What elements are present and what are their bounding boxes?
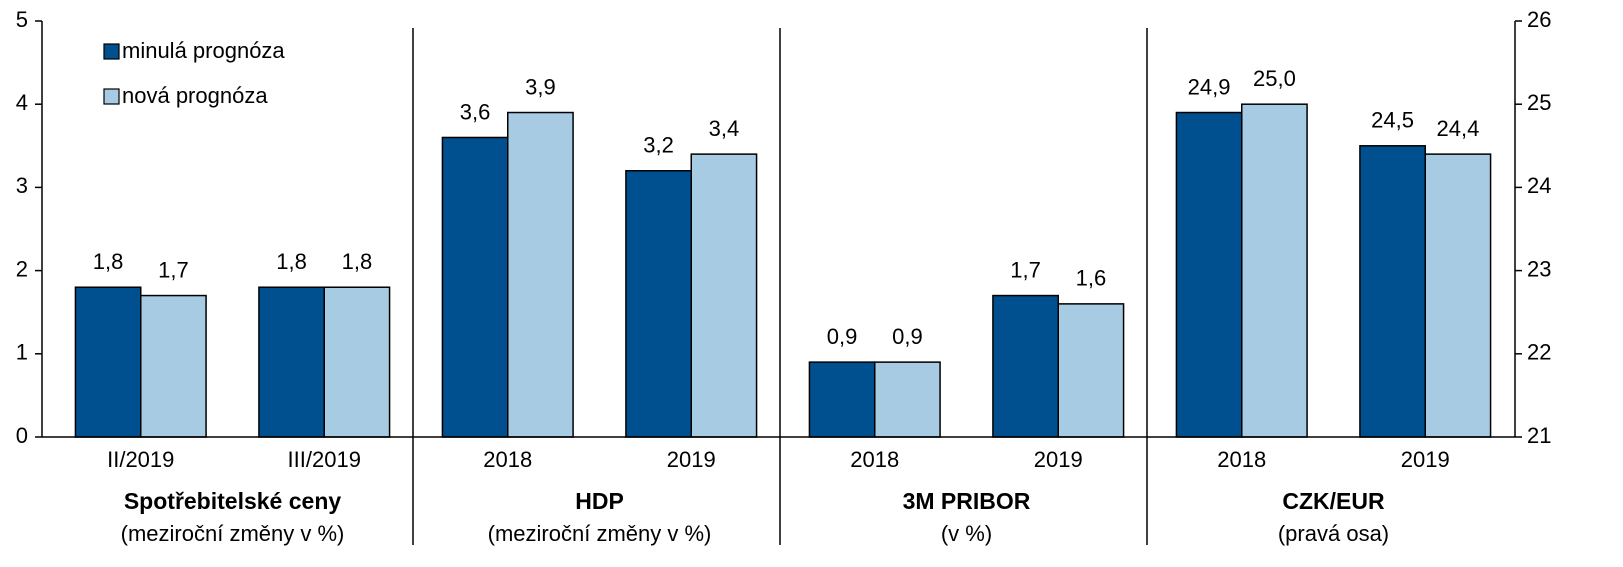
value-label: 0,9 (892, 324, 923, 349)
value-label: 1,7 (158, 257, 189, 282)
y-tick-label: 4 (16, 90, 28, 115)
bar (140, 294, 207, 438)
bar (992, 294, 1060, 438)
x-tick-label: 2018 (1217, 447, 1266, 472)
group-title: CZK/EUR (1282, 488, 1385, 514)
y2-tick-label: 23 (1527, 256, 1551, 281)
y-tick-label: 0 (16, 423, 28, 448)
value-label: 3,2 (643, 133, 674, 158)
bar (874, 361, 941, 438)
group-subtitle: (pravá osa) (1278, 521, 1389, 546)
bar (625, 170, 693, 438)
value-label: 25,0 (1253, 66, 1296, 91)
y-tick-label: 5 (16, 7, 28, 32)
value-label: 1,8 (342, 249, 373, 274)
x-tick-label: 2019 (667, 447, 716, 472)
value-label: 0,9 (827, 324, 858, 349)
y-tick-label: 1 (16, 340, 28, 365)
group-subtitle: (v %) (941, 521, 992, 546)
y2-tick-label: 25 (1527, 90, 1551, 115)
bar (441, 136, 509, 438)
bar (1241, 103, 1308, 438)
x-tick-label: II/2019 (107, 447, 174, 472)
bar (1057, 303, 1125, 438)
bar (808, 361, 876, 438)
x-tick-label: 2018 (483, 447, 532, 472)
y-tick-label: 2 (16, 256, 28, 281)
y-tick-label: 3 (16, 173, 28, 198)
bar (1424, 153, 1492, 438)
value-label: 1,8 (93, 249, 124, 274)
y2-tick-label: 21 (1527, 423, 1551, 448)
bar (690, 153, 758, 438)
group-title: HDP (575, 488, 624, 514)
legend-swatch (103, 88, 120, 105)
x-tick-label: 2019 (1401, 447, 1450, 472)
x-tick-label: III/2019 (288, 447, 361, 472)
y2-tick-label: 24 (1527, 173, 1551, 198)
y2-tick-label: 26 (1527, 7, 1551, 32)
value-label: 1,7 (1010, 257, 1041, 282)
legend-label: nová prognóza (122, 83, 268, 108)
bar (1359, 145, 1426, 438)
group-subtitle: (meziroční změny v %) (488, 521, 712, 546)
x-tick-label: 2018 (850, 447, 899, 472)
value-label: 24,5 (1371, 108, 1414, 133)
value-label: 3,4 (709, 116, 740, 141)
group-subtitle: (meziroční změny v %) (121, 521, 345, 546)
bar (507, 111, 574, 438)
x-tick-label: 2019 (1034, 447, 1083, 472)
bar (323, 286, 391, 438)
bar (1175, 111, 1243, 438)
legend-label: minulá prognóza (122, 38, 285, 63)
value-label: 1,6 (1076, 266, 1107, 291)
group-title: 3M PRIBOR (903, 488, 1031, 514)
y2-tick-label: 22 (1527, 340, 1551, 365)
value-label: 3,9 (525, 74, 556, 99)
bar (74, 286, 142, 438)
value-label: 24,4 (1436, 116, 1479, 141)
value-label: 24,9 (1188, 74, 1231, 99)
group-title: Spotřebitelské ceny (124, 488, 342, 514)
value-label: 1,8 (276, 249, 307, 274)
value-label: 3,6 (460, 99, 491, 124)
bar (258, 286, 326, 438)
legend-swatch (103, 43, 120, 60)
